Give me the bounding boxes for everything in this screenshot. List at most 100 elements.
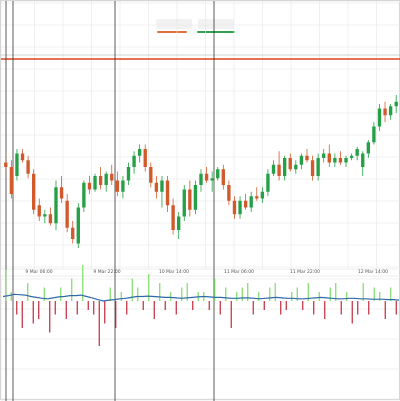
candle-body	[137, 149, 142, 156]
indicator-bar	[324, 301, 326, 319]
indicator-bar	[104, 301, 106, 324]
indicator-bar	[54, 301, 56, 315]
candle-body	[333, 158, 337, 163]
indicator-bar	[131, 278, 133, 301]
candle-body	[260, 191, 265, 199]
indicator-bar	[153, 301, 155, 319]
indicator-bar	[43, 287, 45, 301]
indicator-bar	[335, 283, 337, 301]
candle-body	[305, 155, 309, 161]
candle-body	[238, 200, 242, 215]
x-tick-label: 10 Mar 14:00	[159, 269, 189, 275]
indicator-bar	[313, 301, 315, 315]
candle-body	[149, 167, 153, 183]
legend-series-2-line	[197, 31, 235, 33]
candle-body	[15, 153, 19, 176]
indicator-bar	[82, 265, 84, 301]
indicator-bar	[60, 287, 62, 301]
indicator-bar	[340, 301, 342, 315]
candle-body	[32, 173, 36, 210]
candle-body	[355, 149, 359, 156]
candle-body	[104, 173, 108, 185]
candle-body	[377, 108, 382, 127]
indicator-bar	[115, 301, 117, 328]
indicator-bar	[137, 287, 139, 301]
candle-body	[388, 106, 393, 116]
candle-body	[126, 167, 131, 181]
candle-body	[93, 176, 97, 190]
candle-body	[232, 200, 237, 215]
candle-body	[282, 158, 287, 176]
indicator-bar	[208, 301, 210, 310]
indicator-bar	[318, 292, 320, 301]
candle-body	[210, 178, 214, 181]
indicator-bar	[219, 301, 221, 315]
indicator-bar	[214, 278, 216, 301]
candle-body	[132, 155, 136, 167]
indicator-bar	[71, 278, 73, 301]
indicator-panel-frame	[1, 275, 400, 401]
legend-chip-2[interactable]	[198, 19, 234, 29]
x-tick-label: 9 Mar 22:00	[93, 269, 120, 275]
indicator-bar	[142, 301, 144, 310]
indicator-bar	[302, 301, 304, 310]
indicator-line	[2, 293, 400, 302]
candle-body	[121, 180, 125, 192]
indicator-bar	[373, 287, 375, 301]
indicator-bar	[252, 301, 254, 315]
indicator-bar	[32, 301, 34, 324]
candle-body	[243, 200, 248, 208]
indicator-bar	[280, 301, 282, 315]
x-tick-label: 11 Mar 22:00	[290, 269, 320, 275]
candle-body	[316, 158, 320, 176]
candle-body	[277, 164, 281, 176]
indicator-bar	[368, 301, 370, 315]
candle-body	[288, 158, 292, 170]
indicator-bar	[159, 283, 161, 301]
candle-body	[115, 180, 120, 192]
candle-body	[372, 126, 376, 143]
candle-body	[171, 205, 175, 230]
indicator-bar	[258, 292, 260, 301]
indicator-bar	[329, 287, 331, 301]
candle-body	[110, 173, 114, 181]
legend[interactable]	[151, 17, 241, 37]
indicator-bar	[87, 301, 89, 310]
legend-chip-1[interactable]	[156, 19, 192, 29]
candle-body	[216, 169, 220, 179]
candle-body	[54, 187, 58, 224]
indicator-bar	[263, 301, 265, 310]
indicator-bar	[351, 301, 353, 324]
candle-body	[271, 164, 276, 174]
indicator-bar	[109, 287, 111, 301]
indicator-bar	[181, 287, 183, 301]
x-tick-label: 12 Mar 14:00	[358, 269, 388, 275]
candle-body	[43, 214, 47, 217]
indicator-bar	[148, 274, 150, 301]
indicator-bar	[65, 301, 67, 319]
indicator-bar	[175, 301, 177, 315]
indicator-bar	[186, 283, 188, 301]
candle-body	[299, 155, 304, 165]
candle-body	[394, 101, 398, 107]
candle-body	[37, 205, 41, 217]
indicator-bar	[16, 301, 18, 315]
indicator-bar	[241, 287, 243, 301]
indicator-bar	[307, 283, 309, 301]
indicator-bar	[230, 301, 232, 328]
indicator-bar	[285, 301, 287, 310]
indicator-bar	[21, 301, 23, 328]
candle-body	[227, 185, 231, 201]
indicator-bar	[269, 287, 271, 301]
candle-body	[82, 182, 86, 208]
indicator-bar	[38, 301, 40, 319]
candle-body	[199, 173, 203, 185]
legend-series-1-line	[157, 31, 187, 33]
candle-body	[154, 182, 159, 192]
candle-body	[221, 169, 225, 185]
candle-body	[165, 180, 170, 206]
indicator-bar	[296, 287, 298, 301]
candle-body	[188, 189, 192, 210]
